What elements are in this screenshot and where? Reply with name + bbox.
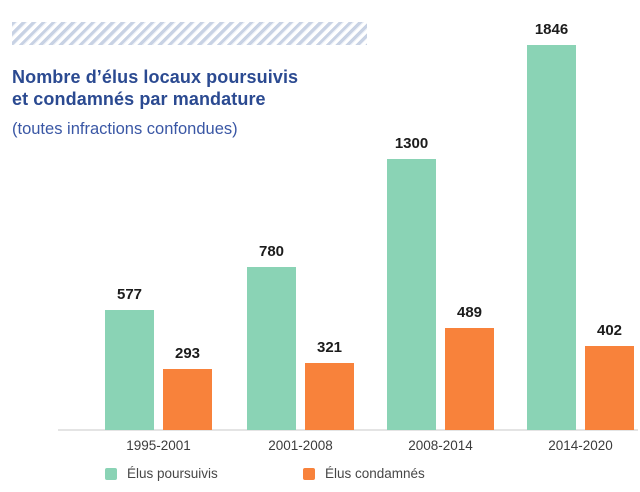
bar-column: 577 bbox=[105, 287, 154, 430]
legend-label: Élus poursuivis bbox=[127, 466, 218, 481]
legend-swatch-icon bbox=[303, 467, 315, 480]
legend-label: Élus condamnés bbox=[325, 466, 425, 481]
bar-value-label: 1846 bbox=[534, 21, 569, 38]
bar-column: 1300 bbox=[387, 136, 436, 430]
x-axis-label: 2001-2008 bbox=[268, 438, 333, 453]
bar-poursuivis bbox=[105, 310, 154, 430]
bar-column: 780 bbox=[247, 244, 296, 430]
bar-value-label: 780 bbox=[258, 243, 285, 260]
bar-value-label: 402 bbox=[596, 322, 623, 339]
bar-condamnes bbox=[445, 328, 494, 430]
bar-column: 321 bbox=[305, 340, 354, 430]
bar-condamnes bbox=[163, 369, 212, 430]
chart-title-line-2: et condamnés par mandature bbox=[12, 89, 266, 109]
bar-group-1995-2001: 577 293 1995-2001 bbox=[105, 287, 212, 453]
bar-value-label: 489 bbox=[456, 304, 483, 321]
bar-condamnes bbox=[305, 363, 354, 430]
bar-poursuivis bbox=[527, 45, 576, 430]
bar-column: 293 bbox=[163, 346, 212, 430]
bar-poursuivis bbox=[387, 159, 436, 430]
bar-value-label: 321 bbox=[316, 339, 343, 356]
chart-subtitle: (toutes infractions confondues) bbox=[12, 120, 238, 138]
legend-item: Élus poursuivis bbox=[105, 466, 218, 481]
x-axis-line bbox=[58, 429, 638, 431]
x-axis-label: 2008-2014 bbox=[408, 438, 473, 453]
bar-column: 402 bbox=[585, 323, 634, 430]
bar-column: 489 bbox=[445, 305, 494, 430]
chart-header: Nombre d’élus locaux poursuivis et conda… bbox=[12, 66, 298, 139]
legend-item: Élus condamnés bbox=[303, 466, 425, 481]
bar-poursuivis bbox=[247, 267, 296, 430]
x-axis-label: 2014-2020 bbox=[548, 438, 613, 453]
bar-condamnes bbox=[585, 346, 634, 430]
bar-value-label: 577 bbox=[116, 286, 143, 303]
legend-swatch-icon bbox=[105, 467, 117, 480]
bar-group-2008-2014: 1300 489 2008-2014 bbox=[387, 136, 494, 453]
bar-group-2014-2020: 1846 402 2014-2020 bbox=[527, 22, 634, 453]
x-axis-label: 1995-2001 bbox=[126, 438, 191, 453]
hatch-decoration bbox=[12, 22, 367, 45]
bar-value-label: 293 bbox=[174, 345, 201, 362]
bar-column: 1846 bbox=[527, 22, 576, 430]
bar-value-label: 1300 bbox=[394, 135, 429, 152]
bar-group-2001-2008: 780 321 2001-2008 bbox=[247, 244, 354, 453]
chart-title-line-1: Nombre d’élus locaux poursuivis bbox=[12, 67, 299, 87]
